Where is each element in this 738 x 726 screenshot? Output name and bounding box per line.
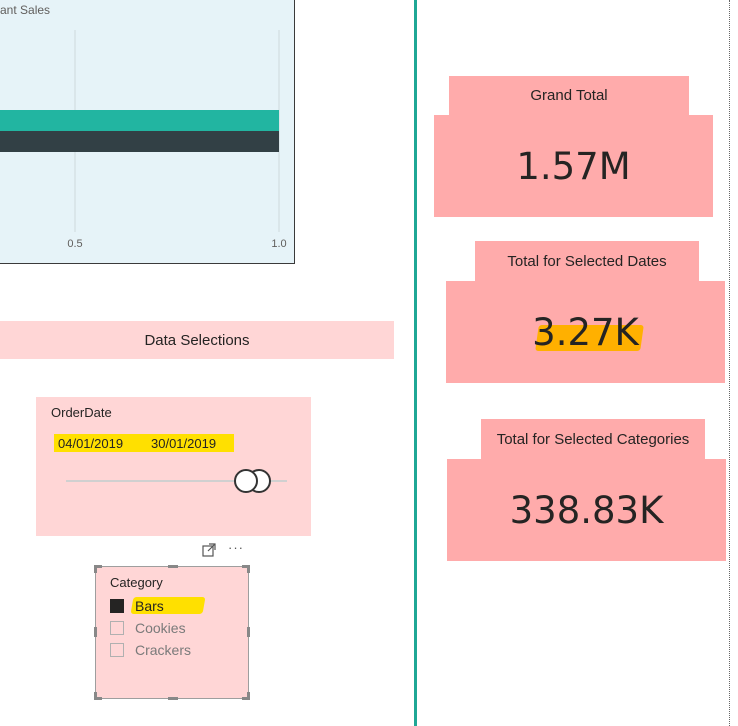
page-boundary-line [729,0,730,726]
resize-handle-bottom-left-v[interactable] [94,692,97,700]
category-item-crackers[interactable]: Crackers [110,642,191,658]
resize-handle-top-right-v[interactable] [247,565,250,573]
bar-series-2[interactable] [0,131,279,152]
checkbox-checked-icon[interactable] [110,599,124,613]
date-range-highlight [54,434,234,452]
sales-bar-chart: 0.5 1.0 [0,30,287,250]
resize-handle-top[interactable] [168,565,178,568]
category-item-label: Bars [135,598,164,614]
resize-handle-top-left[interactable] [94,565,102,568]
selected-categories-card-value[interactable]: 338.83K [447,459,726,561]
selected-categories-card-title: Total for Selected Categories [481,419,705,459]
resize-handle-bottom-right-v[interactable] [247,692,250,700]
date-range-slider-track[interactable] [66,480,287,482]
category-item-label: Crackers [135,642,192,658]
data-selections-header: Data Selections [0,321,394,359]
chart-title: ant Sales [0,3,51,17]
date-slider-start-handle[interactable] [234,469,258,493]
category-item-label: Cookies [135,620,186,636]
checkbox-unchecked-icon[interactable] [110,621,124,635]
category-slicer[interactable]: Category Bars Cookies Crackers [94,565,250,700]
date-end-input[interactable]: 30/01/2019 [151,436,217,451]
grand-total-card-value[interactable]: 1.57M [434,115,713,217]
resize-handle-bottom-left[interactable] [94,697,102,700]
bar-series-1[interactable] [0,110,279,131]
category-slicer-header-icons: ··· [200,540,250,561]
resize-handle-left[interactable] [94,627,97,637]
category-item-bars[interactable]: Bars [110,598,164,614]
section-divider [414,0,417,726]
checkbox-unchecked-icon[interactable] [110,643,124,657]
selected-dates-card-title: Total for Selected Dates [475,241,699,281]
resize-handle-bottom[interactable] [168,697,178,700]
orderdate-slicer-title: OrderDate [51,405,112,420]
x-tick-label: 1.0 [271,238,286,250]
focus-mode-icon[interactable] [202,543,216,560]
selected-dates-card-value: 3.27K [532,310,639,354]
date-start-input[interactable]: 04/01/2019 [58,436,124,451]
resize-handle-bottom-right[interactable] [242,697,250,700]
category-item-cookies[interactable]: Cookies [110,620,186,636]
category-slicer-title: Category [110,575,163,590]
resize-handle-right[interactable] [247,627,250,637]
resize-handle-top-right[interactable] [242,565,250,568]
sales-chart-visual[interactable]: 0.5 1.0 ant Sales [0,0,295,264]
orderdate-slicer[interactable]: OrderDate 04/01/2019 30/01/2019 [36,397,311,536]
grand-total-card-title: Grand Total [449,76,689,115]
x-tick-label: 0.5 [67,238,82,250]
more-options-icon[interactable]: ··· [228,540,244,555]
resize-handle-top-left-v[interactable] [94,565,97,573]
